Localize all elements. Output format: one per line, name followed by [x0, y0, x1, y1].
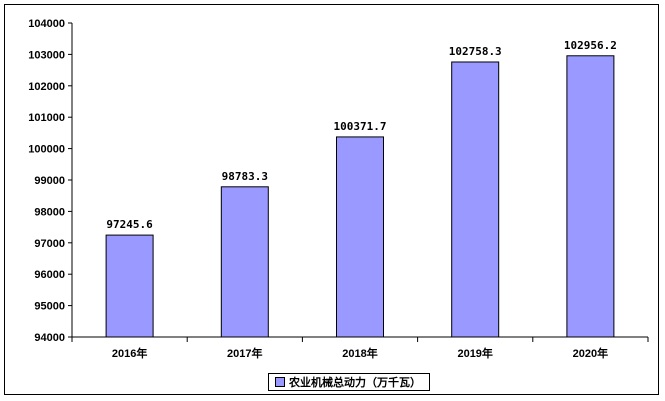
- x-tick-label: 2020年: [573, 346, 608, 360]
- y-tick-label: 97000: [34, 238, 65, 250]
- x-tick-label: 2018年: [342, 346, 377, 360]
- y-tick-label: 101000: [28, 112, 65, 124]
- bar: [336, 136, 384, 338]
- y-tick-label: 99000: [34, 175, 65, 187]
- y-tick-label: 100000: [28, 144, 65, 156]
- y-tick-label: 104000: [28, 18, 65, 30]
- y-tick-label: 96000: [34, 269, 65, 281]
- y-tick-label: 95000: [34, 301, 65, 313]
- x-tick-label: 2017年: [227, 346, 262, 360]
- bar: [566, 55, 615, 338]
- data-label: 97245.6: [106, 218, 153, 231]
- bar: [105, 234, 154, 338]
- x-tick-label: 2019年: [457, 346, 492, 360]
- y-tick-label: 98000: [34, 206, 65, 218]
- x-tick-label: 2016年: [112, 346, 147, 360]
- bar: [220, 186, 269, 338]
- legend: 农业机械总动力（万千瓦）: [268, 373, 430, 391]
- y-tick-label: 102000: [28, 81, 65, 93]
- data-label: 100371.7: [334, 120, 387, 133]
- legend-swatch: [275, 377, 285, 387]
- bar: [451, 61, 500, 338]
- legend-label: 农业机械总动力（万千瓦）: [289, 376, 421, 389]
- data-label: 102758.3: [449, 45, 502, 58]
- data-label: 102956.2: [564, 39, 617, 52]
- y-tick-label: 103000: [28, 49, 65, 61]
- y-tick-label: 94000: [34, 332, 65, 344]
- data-label: 98783.3: [222, 170, 268, 183]
